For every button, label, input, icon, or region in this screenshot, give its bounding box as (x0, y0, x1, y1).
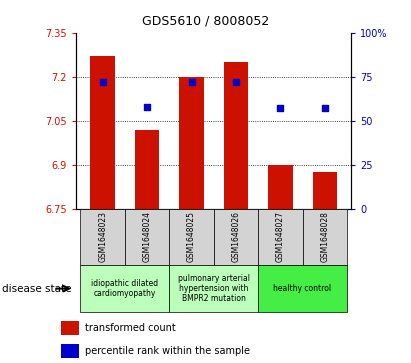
Bar (61, 321, 79, 335)
Text: GDS5610 / 8008052: GDS5610 / 8008052 (142, 15, 269, 28)
Text: idiopathic dilated
cardiomyopathy: idiopathic dilated cardiomyopathy (91, 279, 159, 298)
Text: healthy control: healthy control (273, 284, 332, 293)
Bar (61, 344, 79, 358)
Bar (302, 209, 347, 265)
Text: GSM1648027: GSM1648027 (276, 211, 285, 262)
Bar (81, 265, 169, 312)
Text: disease state: disease state (2, 284, 72, 294)
Bar (90, 56, 115, 209)
Bar (214, 209, 258, 265)
Bar (224, 62, 248, 209)
Point (321, 106, 328, 111)
Bar (81, 209, 125, 265)
Bar (179, 77, 204, 209)
Text: GSM1648026: GSM1648026 (231, 211, 240, 262)
Bar (312, 172, 337, 209)
Text: transformed count: transformed count (85, 323, 176, 333)
Bar (135, 130, 159, 209)
Point (188, 79, 195, 85)
Bar (258, 209, 302, 265)
Bar (169, 265, 258, 312)
Text: GSM1648024: GSM1648024 (143, 211, 152, 262)
Point (277, 106, 284, 111)
Bar (125, 209, 169, 265)
Text: percentile rank within the sample: percentile rank within the sample (85, 346, 250, 356)
Point (144, 104, 150, 110)
Bar (169, 209, 214, 265)
Text: GSM1648028: GSM1648028 (320, 211, 329, 262)
Point (99, 79, 106, 85)
Text: pulmonary arterial
hypertension with
BMPR2 mutation: pulmonary arterial hypertension with BMP… (178, 274, 250, 303)
Text: GSM1648023: GSM1648023 (98, 211, 107, 262)
Point (233, 79, 239, 85)
Bar (258, 265, 347, 312)
Bar (268, 165, 293, 209)
Text: GSM1648025: GSM1648025 (187, 211, 196, 262)
